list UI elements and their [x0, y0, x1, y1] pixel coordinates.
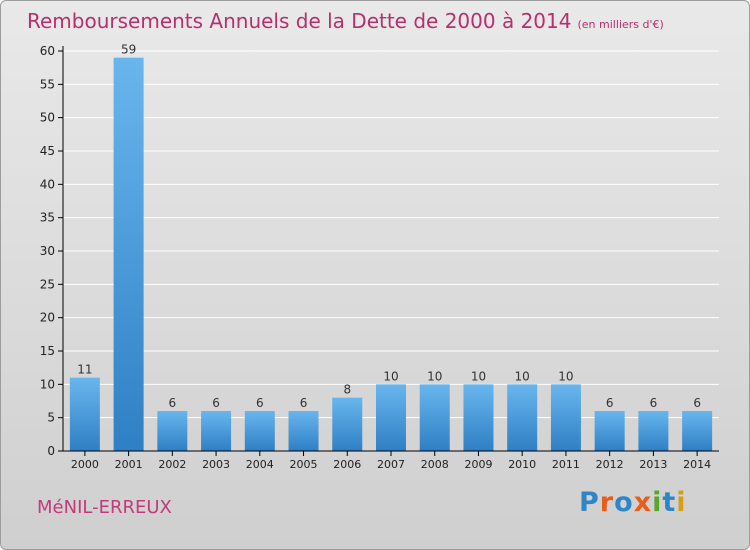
logo-letter: P: [579, 487, 600, 518]
data-label: 10: [558, 369, 573, 383]
x-tick-label: 2000: [71, 458, 99, 471]
y-tick-label: 10: [40, 377, 55, 391]
bar: [332, 397, 363, 451]
x-tick-label: 2002: [158, 458, 186, 471]
x-tick-label: 2009: [464, 458, 492, 471]
x-tick-label: 2004: [246, 458, 274, 471]
bars: [69, 57, 713, 452]
data-label: 6: [169, 396, 177, 410]
bar: [201, 411, 232, 451]
bar: [463, 384, 494, 451]
y-tick-label: 60: [40, 44, 55, 58]
bar: [113, 57, 144, 452]
bar: [550, 384, 581, 451]
chart-title: Remboursements Annuels de la Dette de 20…: [27, 9, 664, 33]
bar: [69, 377, 100, 451]
y-tick-label: 20: [40, 311, 55, 325]
data-label: 6: [650, 396, 658, 410]
data-label: 6: [606, 396, 614, 410]
y-tick-label: 0: [47, 444, 55, 458]
data-label: 8: [343, 383, 351, 397]
bar: [376, 384, 406, 451]
logo-letter: i: [652, 487, 663, 518]
data-label: 6: [256, 396, 264, 410]
data-label: 6: [212, 396, 220, 410]
data-label: 10: [471, 369, 486, 383]
bar: [419, 384, 450, 451]
x-tick-label: 2014: [683, 458, 711, 471]
data-label: 11: [77, 363, 92, 377]
bar: [682, 411, 713, 451]
y-tick-label: 15: [40, 344, 55, 358]
logo-letter: o: [614, 487, 634, 518]
data-label: 6: [693, 396, 701, 410]
logo-letter: t: [662, 487, 677, 518]
proxiti-logo: Proxiti: [579, 487, 687, 518]
bar: [157, 411, 188, 451]
x-tick-label: 2008: [421, 458, 449, 471]
bar: [594, 411, 625, 451]
bar: [244, 411, 275, 451]
y-tick-label: 5: [47, 411, 55, 425]
bar: [507, 384, 538, 451]
x-tick-label: 2001: [115, 458, 143, 471]
y-tick-label: 45: [40, 144, 55, 158]
data-label: 59: [121, 43, 136, 57]
x-tick-label: 2012: [596, 458, 624, 471]
logo-letter: x: [633, 487, 653, 518]
bar: [638, 411, 669, 451]
x-tick-label: 2011: [552, 458, 580, 471]
logo-letter: r: [599, 487, 615, 518]
y-tick-label: 25: [40, 277, 55, 291]
y-tick-label: 30: [40, 244, 55, 258]
x-tick-label: 2003: [202, 458, 230, 471]
y-tick-label: 50: [40, 111, 55, 125]
grid-lines: [63, 50, 719, 419]
y-tick-label: 35: [40, 211, 55, 225]
x-tick-label: 2006: [333, 458, 361, 471]
commune-name: MéNIL-ERREUX: [37, 497, 172, 518]
x-tick-label: 2010: [508, 458, 536, 471]
axes: 0 5 10 15 20 25 30 35 40 45 50 55 60: [40, 44, 719, 458]
y-tick-label: 55: [40, 77, 55, 91]
x-tick-label: 2007: [377, 458, 405, 471]
title-text: Remboursements Annuels de la Dette de 20…: [27, 9, 572, 33]
labels: 11 2000 59 2001 6 2002 6 2003 6 2004 6 2005 8 2006 10 2…: [71, 43, 711, 471]
data-label: 10: [515, 369, 530, 383]
data-label: 10: [383, 369, 398, 383]
data-label: 10: [427, 369, 442, 383]
x-tick-label: 2005: [290, 458, 318, 471]
chart-subtitle: (en milliers d'€): [577, 18, 664, 31]
x-tick-label: 2013: [639, 458, 667, 471]
data-label: 6: [300, 396, 308, 410]
bar: [288, 411, 319, 451]
logo-letter: i: [676, 487, 687, 518]
y-tick-label: 40: [40, 177, 55, 191]
